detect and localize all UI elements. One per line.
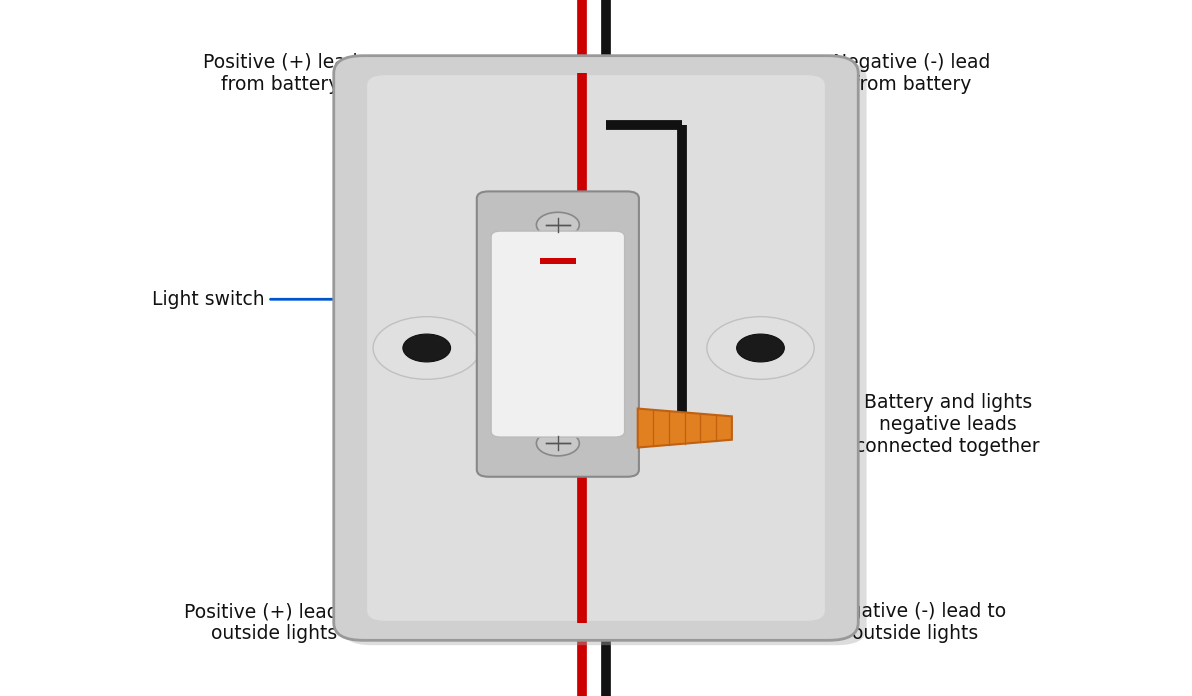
- Text: Battery and lights
negative leads
connected together: Battery and lights negative leads connec…: [688, 393, 1039, 456]
- Circle shape: [737, 334, 784, 362]
- FancyBboxPatch shape: [334, 56, 858, 640]
- FancyBboxPatch shape: [342, 61, 867, 645]
- FancyBboxPatch shape: [367, 75, 825, 621]
- Circle shape: [707, 317, 814, 379]
- Text: Negative (-) lead
from battery: Negative (-) lead from battery: [616, 53, 991, 93]
- Circle shape: [373, 317, 480, 379]
- Circle shape: [403, 334, 451, 362]
- Polygon shape: [638, 409, 732, 448]
- Text: Light switch: Light switch: [153, 290, 483, 309]
- Circle shape: [536, 431, 579, 456]
- FancyBboxPatch shape: [477, 191, 639, 477]
- Text: Positive (+) lead to
outside lights: Positive (+) lead to outside lights: [185, 603, 571, 643]
- Circle shape: [536, 212, 579, 237]
- Bar: [540, 258, 576, 264]
- Text: Negative (-) lead to
outside lights: Negative (-) lead to outside lights: [616, 603, 1006, 643]
- FancyBboxPatch shape: [491, 231, 625, 437]
- Text: Positive (+) lead
from battery: Positive (+) lead from battery: [203, 53, 571, 93]
